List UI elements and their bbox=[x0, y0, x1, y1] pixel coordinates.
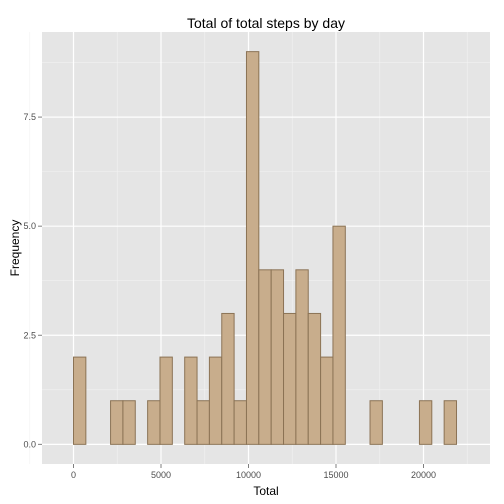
y-tick-label: 7.5 bbox=[23, 112, 36, 122]
y-tick-label: 5.0 bbox=[23, 221, 36, 231]
histogram-bar bbox=[184, 356, 198, 445]
x-tick-label: 10000 bbox=[236, 470, 261, 480]
histogram-bar bbox=[283, 312, 297, 445]
histogram-bar bbox=[196, 400, 210, 445]
x-axis-title: Total bbox=[253, 484, 278, 498]
y-tick-label: 2.5 bbox=[23, 330, 36, 340]
x-tick-label: 15000 bbox=[323, 470, 348, 480]
x-tick-label: 0 bbox=[71, 470, 76, 480]
histogram-bar bbox=[307, 312, 322, 445]
histogram-bars bbox=[72, 51, 458, 445]
x-axis-ticks: 0 5000 10000 15000 20000 bbox=[71, 464, 436, 480]
histogram-bar bbox=[443, 400, 458, 445]
histogram-bar bbox=[418, 400, 433, 445]
y-axis-title: Frequency bbox=[8, 220, 22, 277]
histogram-bar bbox=[72, 356, 87, 445]
histogram-bar bbox=[208, 356, 223, 445]
histogram-bar bbox=[320, 356, 334, 445]
histogram-bar bbox=[332, 225, 346, 445]
histogram-bar bbox=[270, 269, 285, 445]
histogram-bar bbox=[221, 312, 235, 445]
histogram-bar bbox=[245, 51, 260, 445]
histogram-bar bbox=[159, 356, 173, 445]
histogram-bar bbox=[110, 400, 124, 445]
y-axis-ticks: 0.0 2.5 5.0 7.5 bbox=[23, 112, 42, 449]
chart-title: Total of total steps by day bbox=[187, 15, 345, 31]
x-tick-label: 20000 bbox=[411, 470, 436, 480]
histogram-bar bbox=[258, 269, 272, 445]
y-tick-label: 0.0 bbox=[23, 439, 36, 449]
x-tick-label: 5000 bbox=[151, 470, 171, 480]
histogram-bar bbox=[122, 400, 136, 445]
histogram-bar bbox=[369, 400, 383, 445]
histogram-bar bbox=[233, 400, 247, 445]
histogram-bar bbox=[147, 400, 161, 445]
histogram-bar bbox=[295, 269, 309, 445]
